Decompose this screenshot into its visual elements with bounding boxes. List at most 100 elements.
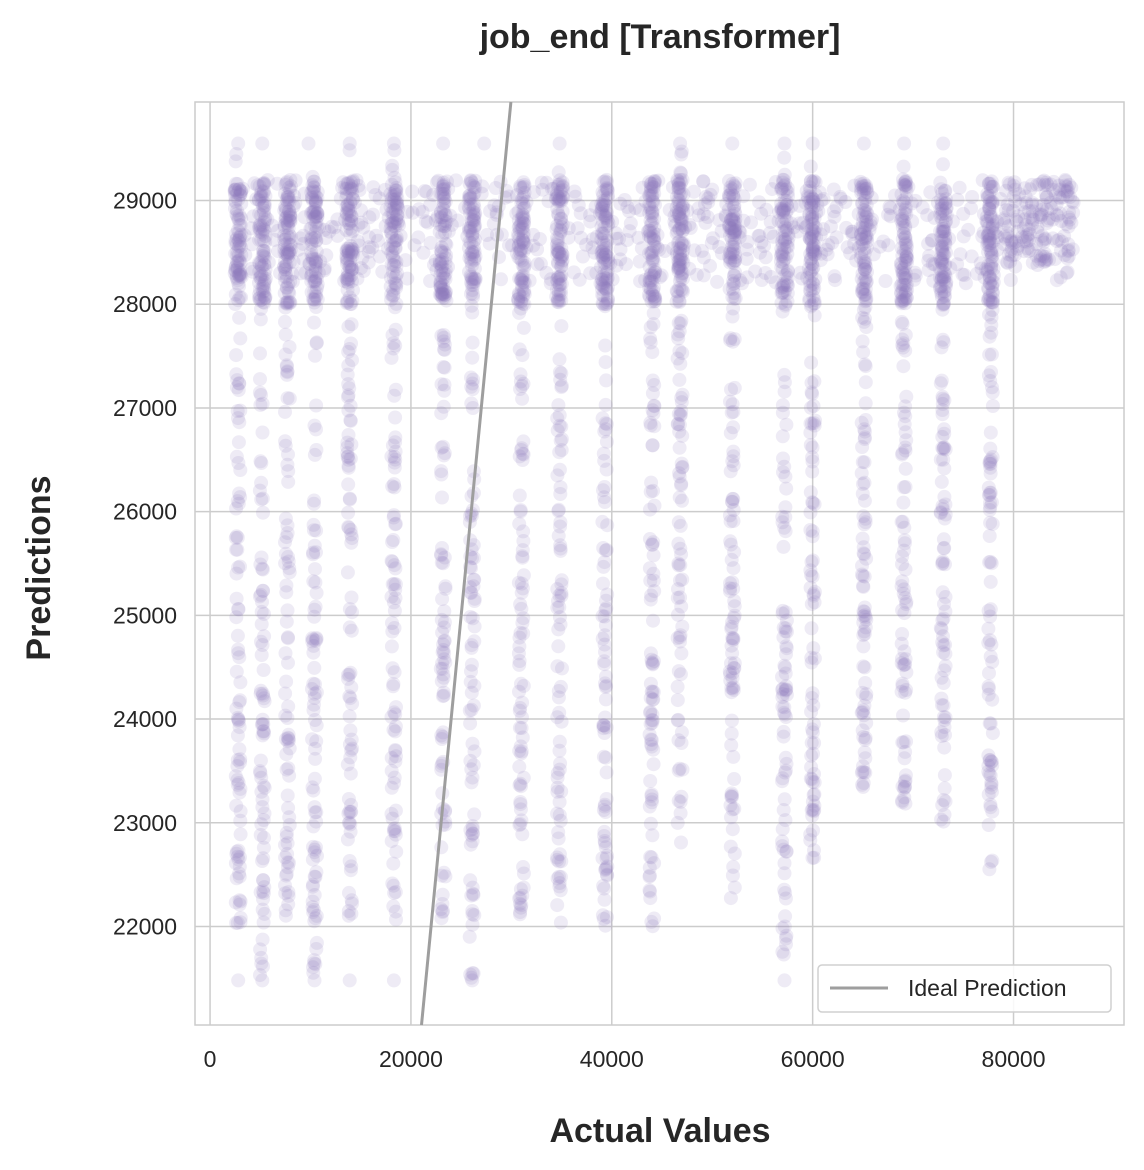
data-point: [257, 780, 272, 795]
data-point: [541, 194, 556, 209]
data-point: [599, 669, 613, 684]
data-point: [726, 301, 741, 316]
data-point: [984, 495, 999, 510]
data-point: [937, 511, 952, 526]
data-point: [229, 664, 244, 679]
data-point: [228, 895, 243, 910]
data-point: [438, 194, 453, 209]
data-point: [670, 693, 685, 708]
data-point: [758, 250, 773, 265]
data-point: [230, 273, 245, 288]
data-point: [646, 757, 661, 772]
data-point: [515, 233, 530, 248]
data-point: [304, 190, 319, 205]
data-point: [227, 185, 242, 200]
data-point: [435, 661, 450, 676]
data-point: [283, 237, 298, 252]
data-point: [231, 411, 245, 426]
data-point: [984, 637, 999, 652]
data-point: [253, 968, 267, 983]
data-point: [258, 234, 273, 249]
data-point: [343, 805, 358, 820]
data-point: [344, 209, 359, 224]
data-point: [465, 382, 480, 397]
data-point: [386, 257, 401, 272]
data-point: [391, 201, 406, 216]
data-point: [252, 257, 267, 271]
data-point: [552, 734, 567, 749]
data-point: [857, 745, 872, 760]
data-point: [816, 222, 831, 237]
data-point: [725, 666, 740, 680]
data-point: [344, 175, 358, 190]
data-point: [388, 219, 403, 234]
data-point: [343, 196, 358, 211]
data-point: [308, 348, 322, 363]
data-point: [384, 834, 399, 849]
data-point: [280, 246, 295, 261]
data-point: [345, 182, 360, 197]
data-point: [307, 660, 322, 675]
data-point: [433, 243, 448, 258]
data-point: [254, 184, 269, 199]
data-point: [515, 710, 529, 725]
data-point: [281, 549, 295, 564]
data-point: [983, 276, 998, 291]
data-point: [228, 769, 243, 784]
data-point: [256, 243, 271, 258]
data-point: [710, 274, 725, 289]
data-point: [436, 637, 451, 652]
data-point: [512, 232, 527, 247]
y-tick-label: 25000: [113, 602, 177, 628]
data-point: [306, 960, 320, 975]
data-point: [436, 688, 451, 703]
legend-label: Ideal Prediction: [908, 975, 1067, 1001]
data-point: [804, 621, 819, 636]
data-point: [229, 798, 244, 813]
data-point: [514, 676, 528, 691]
data-point: [305, 169, 320, 184]
data-point: [278, 211, 293, 226]
data-point: [308, 254, 323, 269]
data-point: [277, 246, 292, 260]
data-point: [956, 229, 971, 244]
data-point: [253, 397, 268, 412]
data-point: [233, 813, 248, 828]
data-point: [513, 367, 528, 382]
data-point: [389, 230, 404, 245]
data-point: [461, 240, 476, 255]
data-point: [438, 208, 453, 223]
data-point: [388, 269, 403, 284]
data-point: [436, 360, 451, 374]
data-point: [307, 602, 322, 617]
data-point: [512, 305, 527, 320]
data-point: [515, 215, 529, 230]
data-point: [281, 203, 296, 218]
data-point: [232, 208, 247, 223]
data-point: [228, 188, 243, 203]
data-point: [253, 765, 268, 780]
data-point: [232, 893, 247, 908]
data-point: [388, 300, 402, 315]
data-point: [550, 185, 565, 200]
data-point: [514, 443, 529, 457]
data-point: [307, 888, 322, 902]
data-point: [340, 435, 355, 450]
data-point: [253, 372, 267, 387]
data-point: [309, 256, 324, 271]
data-point: [309, 336, 324, 351]
data-point: [1048, 252, 1062, 267]
data-point: [513, 179, 528, 194]
data-point: [233, 559, 247, 574]
data-point: [305, 193, 320, 208]
data-point: [341, 452, 356, 467]
data-point: [899, 290, 914, 305]
data-point: [463, 174, 478, 189]
data-point: [257, 288, 271, 303]
data-point: [436, 178, 451, 192]
data-point: [512, 488, 527, 503]
data-point: [671, 536, 686, 551]
data-point: [461, 199, 476, 214]
data-point: [340, 565, 355, 580]
data-point: [515, 191, 530, 206]
